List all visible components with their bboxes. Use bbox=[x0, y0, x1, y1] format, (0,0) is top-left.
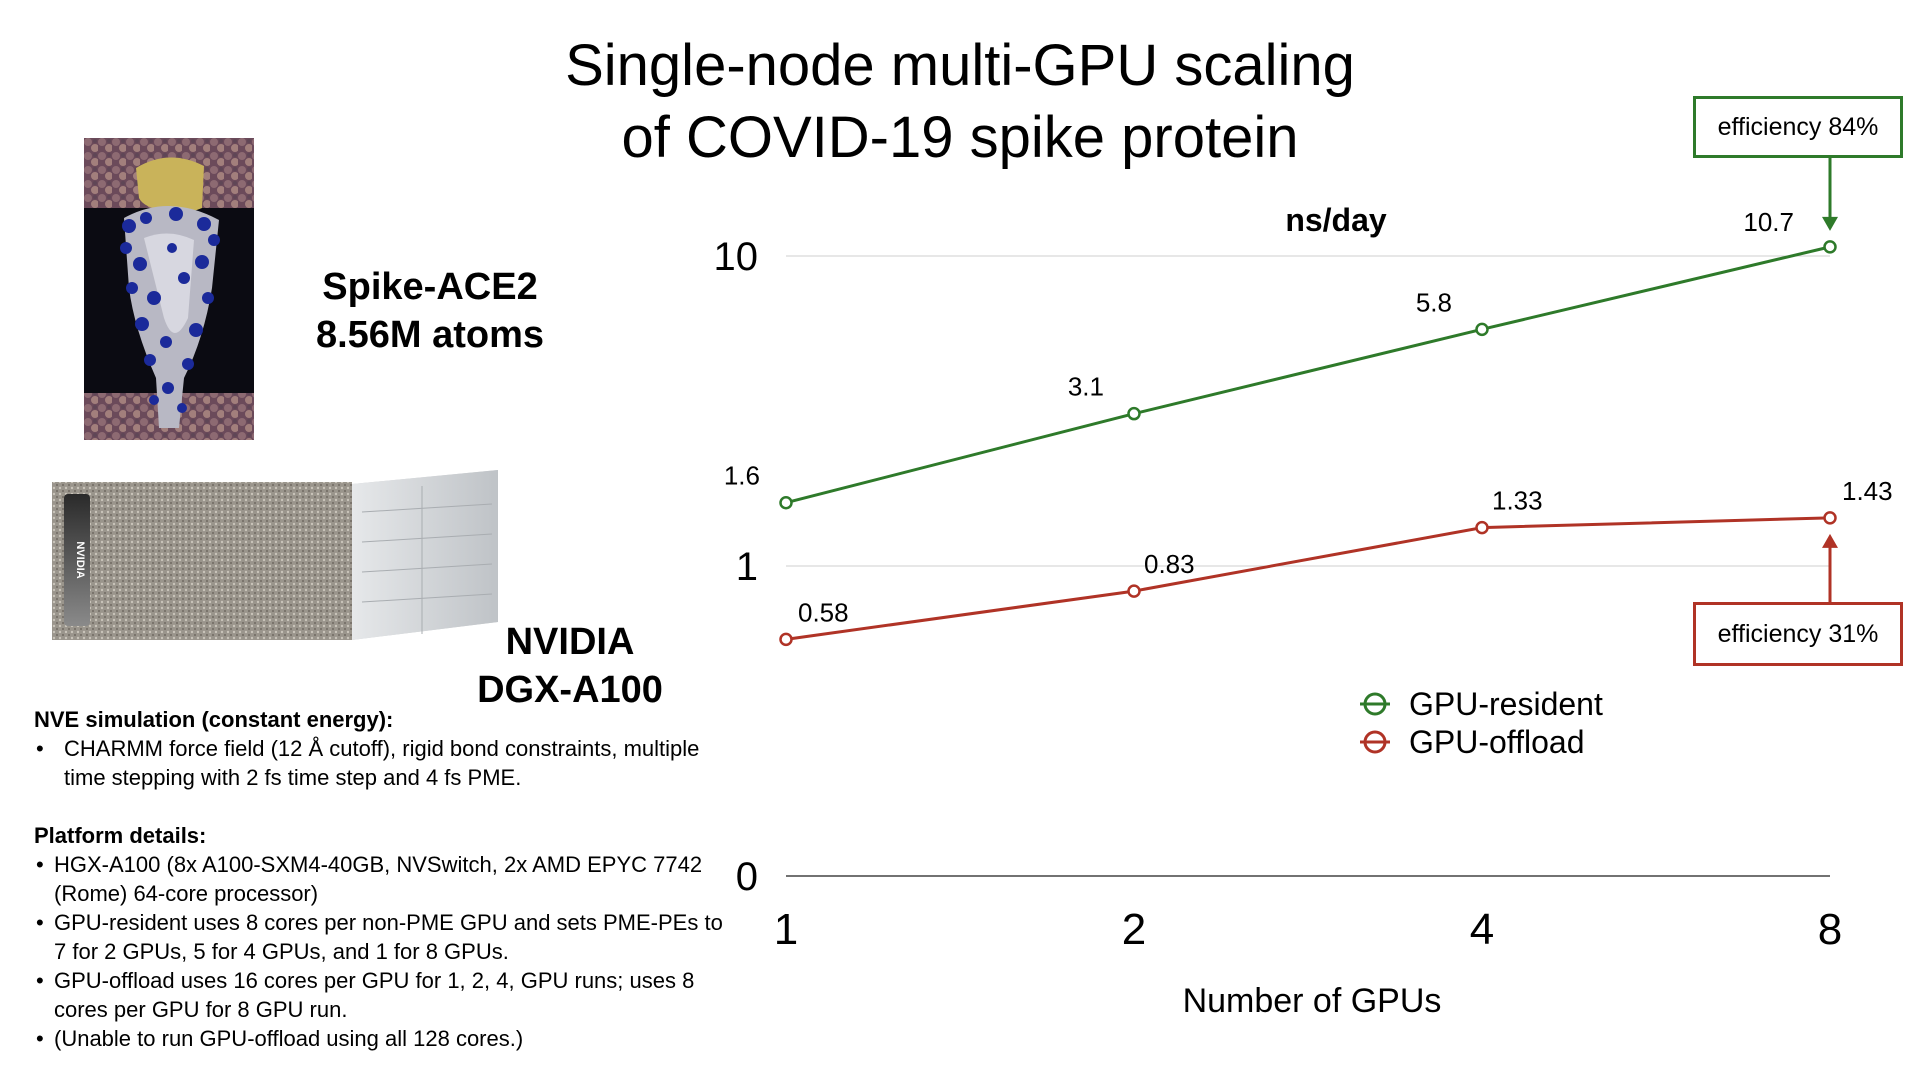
data-label: 1.6 bbox=[724, 461, 760, 491]
data-label: 1.33 bbox=[1492, 486, 1543, 516]
nvidia-logo-text: NVIDIA bbox=[74, 541, 86, 578]
data-label: 0.58 bbox=[798, 597, 849, 627]
nve-heading: NVE simulation (constant energy): bbox=[34, 707, 394, 732]
data-point bbox=[1823, 511, 1837, 525]
title-line-1: Single-node multi-GPU scaling bbox=[565, 33, 1355, 98]
platform-item: GPU-offload uses 16 cores per GPU for 1,… bbox=[34, 966, 724, 1024]
system-name: Spike-ACE2 bbox=[322, 266, 538, 308]
y-tick-label: 1 bbox=[736, 545, 758, 589]
chart-title: ns/day bbox=[1285, 202, 1387, 238]
title-line-2: of COVID-19 spike protein bbox=[621, 105, 1299, 170]
spike-protein-image bbox=[84, 138, 254, 440]
platform-item: HGX-A100 (8x A100-SXM4-40GB, NVSwitch, 2… bbox=[34, 850, 724, 908]
annotation-arrowhead-offload bbox=[1822, 533, 1838, 548]
data-label: 3.1 bbox=[1068, 372, 1104, 402]
system-atoms: 8.56M atoms bbox=[315, 314, 545, 356]
dgx-a100-image: NVIDIA bbox=[52, 470, 498, 640]
nve-item: CHARMM force field (12 Å cutoff), rigid … bbox=[34, 734, 724, 792]
platform-item: GPU-resident uses 8 cores per non-PME GP… bbox=[34, 908, 724, 966]
series-line-gpu-resident bbox=[785, 245, 1831, 505]
x-tick-label: 8 bbox=[1818, 905, 1842, 954]
y-tick-label: 0 bbox=[736, 855, 758, 899]
data-label: 5.8 bbox=[1416, 287, 1452, 317]
legend-label: GPU-offload bbox=[1409, 724, 1585, 760]
annotation-arrowhead-resident bbox=[1822, 216, 1838, 231]
data-point bbox=[779, 495, 793, 510]
hardware-label: NVIDIA DGX-A100 bbox=[430, 618, 710, 714]
legend-label: GPU-resident bbox=[1409, 686, 1603, 722]
series-line-gpu-offload bbox=[785, 516, 1831, 641]
data-label: 0.83 bbox=[1144, 549, 1195, 579]
platform-heading: Platform details: bbox=[34, 823, 207, 848]
x-tick-label: 1 bbox=[774, 905, 798, 954]
x-tick-label: 4 bbox=[1470, 905, 1494, 954]
efficiency-callout-offload: efficiency 31% bbox=[1693, 602, 1903, 666]
efficiency-callout-resident: efficiency 84% bbox=[1693, 96, 1903, 158]
page-title: Single-node multi-GPU scaling of COVID-1… bbox=[420, 30, 1500, 174]
data-label: 1.43 bbox=[1842, 476, 1893, 506]
data-point bbox=[779, 632, 793, 647]
data-point bbox=[1127, 406, 1141, 421]
x-axis-title: Number of GPUs bbox=[1183, 982, 1442, 1020]
data-point bbox=[1475, 520, 1489, 535]
platform-item: (Unable to run GPU-offload using all 128… bbox=[34, 1024, 724, 1053]
platform-list: HGX-A100 (8x A100-SXM4-40GB, NVSwitch, 2… bbox=[34, 850, 724, 1053]
hardware-model: DGX-A100 bbox=[477, 669, 663, 711]
system-label: Spike-ACE2 8.56M atoms bbox=[290, 263, 570, 359]
data-point bbox=[1475, 322, 1489, 337]
x-tick-label: 2 bbox=[1122, 905, 1146, 954]
data-point bbox=[1127, 584, 1141, 598]
y-tick-label: 10 bbox=[714, 235, 759, 279]
data-point bbox=[1823, 240, 1837, 254]
hardware-vendor: NVIDIA bbox=[505, 621, 635, 663]
data-label: 10.7 bbox=[1743, 207, 1794, 237]
notes-panel: NVE simulation (constant energy): CHARMM… bbox=[34, 705, 724, 1053]
nve-list: CHARMM force field (12 Å cutoff), rigid … bbox=[34, 734, 724, 792]
